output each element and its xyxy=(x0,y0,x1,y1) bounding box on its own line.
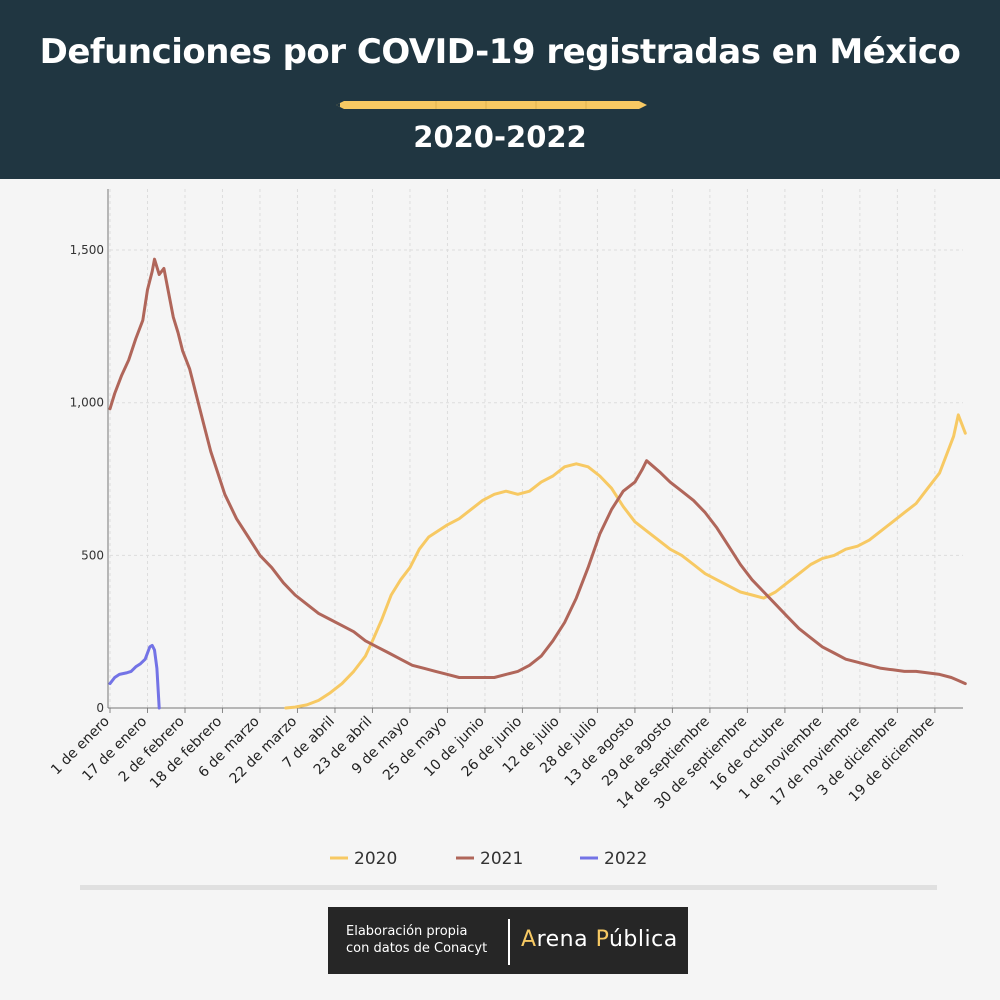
series-line-2020 xyxy=(284,413,967,710)
y-tick-label: 1,500 xyxy=(70,243,104,257)
series-line-2022 xyxy=(108,643,161,710)
header-banner: Defunciones por COVID-19 registradas en … xyxy=(0,0,1000,179)
credit-line-1: Elaboración propia xyxy=(346,924,468,939)
y-tick-label: 1,000 xyxy=(70,396,104,410)
chart-title: Defunciones por COVID-19 registradas en … xyxy=(39,32,961,72)
logo-letter-a: A xyxy=(521,927,537,952)
series-group xyxy=(108,257,967,710)
credit-text: Elaboración propia con datos de Conacyt xyxy=(346,923,487,957)
grid xyxy=(109,189,963,709)
credit-box: Elaboración propia con datos de Conacyt … xyxy=(328,907,688,974)
logo-text-ublica: ública xyxy=(608,927,678,952)
legend-label-2021: 2021 xyxy=(480,849,523,869)
y-tick-label: 0 xyxy=(96,701,104,715)
arena-publica-logo: Arena Pública xyxy=(521,927,678,952)
logo-letter-p: P xyxy=(595,927,609,952)
legend-label-2020: 2020 xyxy=(354,849,397,869)
credit-separator xyxy=(508,919,510,965)
series-line-2021 xyxy=(108,257,967,686)
credit-line-2: con datos de Conacyt xyxy=(346,941,488,956)
footer-divider xyxy=(80,885,937,890)
legend-label-2022: 2022 xyxy=(604,849,647,869)
y-tick-label: 500 xyxy=(81,548,104,562)
legend: 2020 2021 2022 xyxy=(330,849,647,869)
logo-text-rena: rena xyxy=(536,927,596,952)
pencil-divider-icon xyxy=(336,101,647,109)
chart-subtitle: 2020-2022 xyxy=(413,120,587,154)
